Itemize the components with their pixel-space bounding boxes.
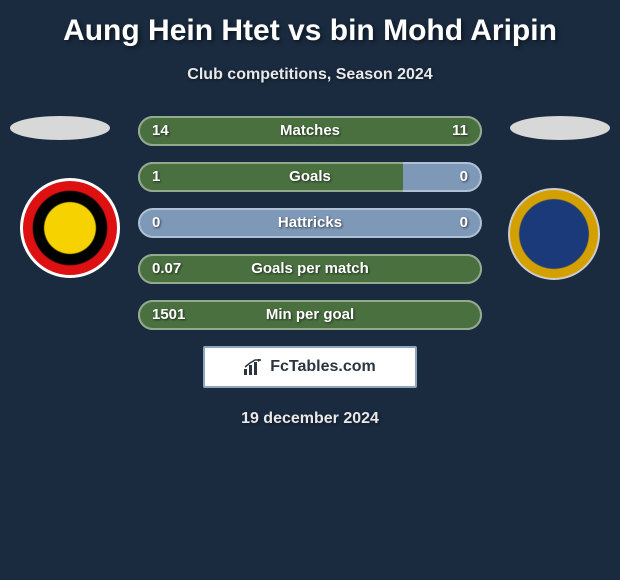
stat-label: Hattricks bbox=[138, 208, 482, 238]
brand-box[interactable]: FcTables.com bbox=[203, 346, 417, 388]
stat-label: Goals per match bbox=[138, 254, 482, 284]
subtitle: Club competitions, Season 2024 bbox=[0, 66, 620, 84]
stat-row: 0Hattricks0 bbox=[138, 208, 482, 238]
stat-row: 1501Min per goal bbox=[138, 300, 482, 330]
date-label: 19 december 2024 bbox=[0, 410, 620, 428]
stat-label: Matches bbox=[138, 116, 482, 146]
stats-area: 14Matches111Goals00Hattricks00.07Goals p… bbox=[0, 116, 620, 330]
stat-row: 14Matches11 bbox=[138, 116, 482, 146]
stat-value-right: 0 bbox=[460, 162, 468, 192]
page-title: Aung Hein Htet vs bin Mohd Aripin bbox=[0, 0, 620, 48]
stat-value-right: 11 bbox=[452, 116, 468, 146]
stat-row: 1Goals0 bbox=[138, 162, 482, 192]
stat-value-right: 0 bbox=[460, 208, 468, 238]
stat-label: Goals bbox=[138, 162, 482, 192]
flag-left bbox=[10, 116, 110, 140]
club-badge-left bbox=[20, 178, 120, 278]
club-badge-right bbox=[508, 188, 600, 280]
stat-row: 0.07Goals per match bbox=[138, 254, 482, 284]
flag-right bbox=[510, 116, 610, 140]
stat-label: Min per goal bbox=[138, 300, 482, 330]
brand-label: FcTables.com bbox=[270, 358, 376, 376]
stat-rows: 14Matches111Goals00Hattricks00.07Goals p… bbox=[138, 116, 482, 330]
chart-icon bbox=[244, 359, 264, 375]
